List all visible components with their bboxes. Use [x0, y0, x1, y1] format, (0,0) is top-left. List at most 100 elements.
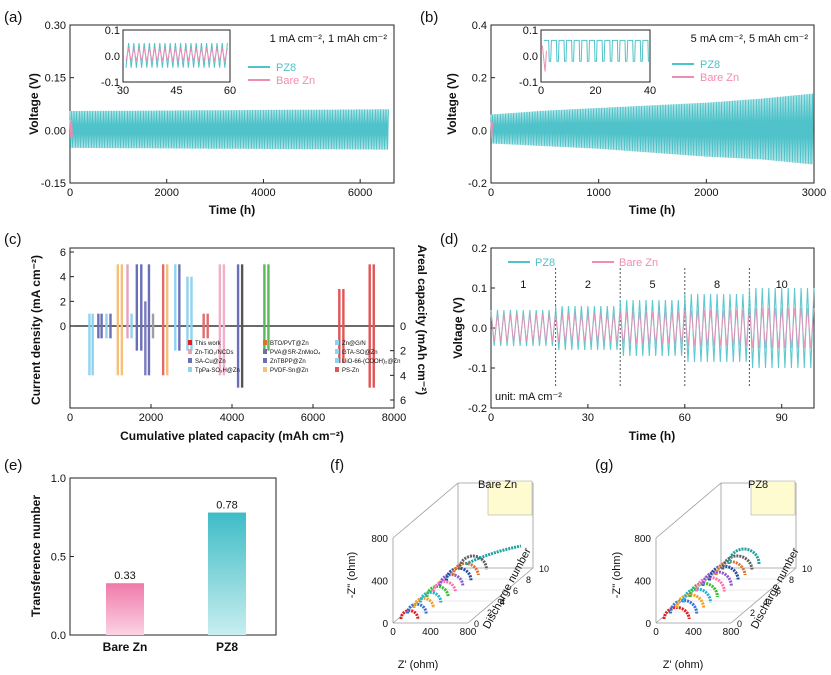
panel-c-bar-down-4 — [105, 326, 108, 339]
panel-f-curve-3 — [419, 590, 443, 603]
panel-c-ytick-label-1: 2 — [60, 296, 66, 308]
panel-d-legend-barezn: Bare Zn — [619, 257, 658, 269]
panel-g-box-e2 — [730, 567, 797, 624]
panel-f-box-e2 — [467, 567, 534, 624]
panel-c-legend-label-9: GTA-SO@Zn — [342, 350, 378, 356]
panel-g-curve-3 — [682, 587, 712, 603]
panel-g-xlabel: Z' (ohm) — [663, 659, 704, 671]
panel-c-legend-swatch-0 — [188, 340, 192, 345]
panel-d-ytick-label-4: 0.2 — [472, 243, 487, 255]
panel-b-series-barezn — [490, 122, 494, 139]
panel-b-xtick-label-3: 3000 — [802, 187, 826, 199]
panel-c-bar-down-20 — [190, 326, 193, 351]
panel-g-title-box — [750, 480, 796, 516]
panel-d-frame — [490, 247, 815, 409]
panel-c-bar-up-31 — [368, 264, 371, 326]
panel-f-zlabel: Discharge number — [481, 546, 534, 631]
panel-g-xtick-label-1: 400 — [685, 627, 702, 638]
panel-e-ytick-label-0: 0.0 — [51, 630, 66, 642]
panel-a: (a) 0 2000 4000 6000 -0.15 0.00 0.15 0.30 30 45 6… — [4, 9, 395, 217]
panel-g-dtick-label-5: 10 — [802, 564, 812, 574]
panel-g-box-e7 — [655, 482, 722, 539]
panel-g-dtick-label-1: 2 — [750, 608, 755, 618]
panel-c-bar-down-10 — [135, 326, 139, 351]
panel-c-bar-up-30 — [342, 289, 345, 326]
panel-c-bar-up-13 — [147, 264, 151, 326]
panel-a-condition: 1 mA cm⁻², 1 mAh cm⁻² — [270, 33, 388, 45]
panel-b-ytick-label-2: 0.2 — [472, 73, 487, 85]
panel-c-xlabel: Cumulative plated capacity (mAh cm⁻²) — [120, 429, 344, 443]
panel-b-inset: 0 20 40 -0.1 0.0 0.1 — [519, 25, 656, 97]
panel-c-legend-swatch-1 — [188, 349, 192, 354]
panel-c-legend-label-4: BTO/PVT@Zn — [270, 341, 309, 347]
panel-c-legend-swatch-2 — [188, 358, 192, 363]
panel-f-curve-0 — [399, 609, 420, 620]
panel-c-bar-up-12 — [144, 301, 147, 326]
panel-c-bar-up-16 — [166, 264, 169, 326]
panel-g-curve-1 — [669, 598, 699, 614]
panel-b-condition: 5 mA cm⁻², 5 mAh cm⁻² — [691, 33, 809, 45]
panel-c-bar-up-7 — [120, 264, 124, 326]
panel-a-inset-frame — [122, 29, 231, 83]
panel-c-legend-swatch-9 — [335, 349, 339, 354]
panel-c-bar-down-26 — [240, 326, 244, 388]
panel-c-bar-up-2 — [97, 313, 100, 326]
panel-c-bar-down-9 — [130, 326, 133, 339]
panel-f-curves — [399, 544, 522, 620]
panel-b-inset-xtick-label-2: 40 — [644, 85, 656, 97]
panel-c-bar-up-4 — [105, 313, 108, 326]
panel-b-xlabel: Time (h) — [629, 203, 675, 217]
panel-b-series-pz8 — [490, 93, 814, 165]
panel-a-xtick-label-3: 6000 — [348, 187, 372, 199]
panel-c-legend-swatch-11 — [335, 367, 339, 372]
panel-c-bar-down-12 — [144, 326, 147, 376]
panel-c-bar-down-25 — [236, 326, 240, 388]
panel-d-xtick-label-0: 0 — [488, 412, 494, 424]
panel-g-title: PZ8 — [748, 479, 768, 491]
panel-f-curve-1 — [406, 602, 428, 614]
panel-a-xtick-label-2: 4000 — [251, 187, 275, 199]
panel-c-ylabel: Current density (mA cm⁻²) — [29, 255, 43, 405]
panel-b-xtick-label-1: 1000 — [586, 187, 610, 199]
panel-g-curves — [662, 547, 761, 620]
panel-b-label: (b) — [420, 9, 438, 26]
panel-c-bar-up-14 — [151, 313, 155, 326]
panel-e-ytick-label-1: 0.5 — [51, 552, 66, 564]
panel-g-dtick-label-4: 8 — [789, 575, 794, 585]
panel-a-inset: 30 45 60 -0.1 0.0 0.1 — [101, 25, 236, 97]
panel-e-ylabel: Transference number — [29, 495, 43, 617]
panel-a-ytick-label-3: 0.30 — [45, 20, 66, 32]
panel-d-ytick-label-3: 0.1 — [472, 283, 487, 295]
panel-g-xtick-label-0: 0 — [653, 627, 659, 638]
panel-d-ytick-label-2: 0.0 — [472, 323, 487, 335]
panel-b-legend-barezn: Bare Zn — [700, 72, 739, 84]
panel-f-curve-8 — [451, 562, 480, 576]
panel-c-y2tick-label-3: 6 — [400, 395, 406, 407]
panel-c-bar-down-24 — [222, 326, 226, 376]
panel-a-inset-ytick-label-0: -0.1 — [101, 77, 120, 89]
panel-b-frame — [490, 24, 815, 184]
panel-c-legend-label-10: UiO-66-(COOH)₂@Zn — [342, 359, 400, 365]
panel-c-bar-down-6 — [116, 326, 119, 376]
panel-a-series-barezn — [69, 119, 73, 138]
panel-a-xtick-label-1: 2000 — [154, 187, 178, 199]
panel-c-bar-down-19 — [186, 326, 189, 351]
panel-e: (e) 0.0 0.5 1.0 0.33 Bare Zn 0.78 PZ8 Transfe… — [4, 457, 277, 654]
panel-c-bar-up-25 — [236, 264, 240, 326]
panel-c-bar-down-18 — [178, 326, 181, 351]
panel-g-dtick-label-2: 4 — [763, 597, 768, 607]
panel-d-series-pz8 — [490, 287, 815, 369]
panel-d-plot: 1 2 5 8 10 — [490, 268, 815, 388]
panel-a-plot — [69, 109, 389, 150]
panel-b-inset-frame — [540, 29, 651, 83]
panel-c-y2label: Areal capacity (mAh cm⁻²) — [415, 245, 429, 395]
panel-c-bar-up-18 — [178, 264, 181, 326]
panel-a-ytick-label-2: 0.15 — [45, 73, 66, 85]
panel-c-legend-label-5: PVA@SR-ZnMoO₄ — [270, 350, 321, 356]
panel-f-dtick-label-3: 6 — [513, 586, 518, 596]
panel-a-series-pz8 — [69, 109, 389, 150]
panel-g-curve-0 — [662, 606, 691, 620]
panel-c-bar-down-14 — [151, 326, 155, 339]
panel-c-bar-up-21 — [202, 313, 205, 326]
